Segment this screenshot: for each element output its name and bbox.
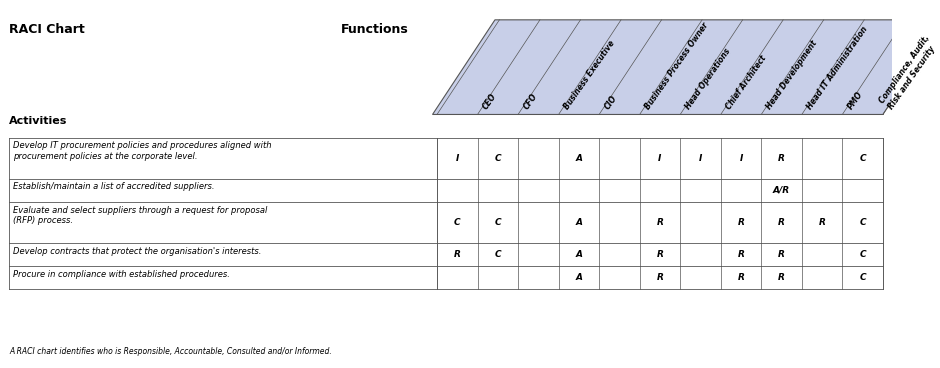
Text: A: A (575, 273, 583, 282)
Text: R: R (454, 250, 461, 259)
Text: C: C (494, 250, 501, 259)
Text: R: R (778, 273, 785, 282)
Text: A RACI chart identifies who is Responsible, Accountable, Consulted and/or Inform: A RACI chart identifies who is Responsib… (8, 347, 332, 355)
Text: R: R (778, 154, 785, 163)
Bar (8, 266, 883, 290)
Text: CIO: CIO (603, 93, 619, 111)
Text: R: R (738, 273, 744, 282)
Text: C: C (494, 218, 501, 227)
Text: Head Development: Head Development (765, 39, 819, 111)
Text: RACI Chart: RACI Chart (8, 24, 85, 36)
Text: Business Process Owner: Business Process Owner (643, 21, 711, 111)
Text: Evaluate and select suppliers through a request for proposal
(RFP) process.: Evaluate and select suppliers through a … (13, 205, 268, 225)
Text: R: R (778, 218, 785, 227)
Text: Develop contracts that protect the organisation's interests.: Develop contracts that protect the organ… (13, 247, 261, 256)
Bar (8, 179, 883, 202)
Text: Chief Architect: Chief Architect (725, 53, 768, 111)
Text: R: R (738, 218, 744, 227)
Text: Head IT Administration: Head IT Administration (806, 25, 870, 111)
Polygon shape (432, 20, 940, 114)
Text: R: R (656, 250, 664, 259)
Text: C: C (494, 154, 501, 163)
Text: R: R (656, 273, 664, 282)
Bar (8, 243, 883, 266)
Text: I: I (456, 154, 459, 163)
Text: A: A (575, 154, 583, 163)
Text: A/R: A/R (773, 186, 791, 195)
Text: CFO: CFO (522, 92, 539, 111)
Text: Develop IT procurement policies and procedures aligned with
procurement policies: Develop IT procurement policies and proc… (13, 141, 272, 161)
Text: A: A (575, 250, 583, 259)
Text: C: C (859, 154, 866, 163)
Text: R: R (778, 250, 785, 259)
Text: I: I (698, 154, 702, 163)
Text: Establish/maintain a list of accredited suppliers.: Establish/maintain a list of accredited … (13, 182, 215, 191)
Text: I: I (658, 154, 662, 163)
Text: Procure in compliance with established procedures.: Procure in compliance with established p… (13, 270, 230, 279)
Text: R: R (738, 250, 744, 259)
Text: C: C (454, 218, 461, 227)
Text: R: R (819, 218, 825, 227)
Text: C: C (859, 250, 866, 259)
Bar (8, 202, 883, 243)
Bar (8, 138, 883, 179)
Text: C: C (859, 273, 866, 282)
Text: PMO: PMO (846, 89, 865, 111)
Text: A: A (575, 218, 583, 227)
Text: R: R (656, 218, 664, 227)
Text: CEO: CEO (481, 92, 498, 111)
Text: Head Operations: Head Operations (683, 47, 732, 111)
Text: Business Executive: Business Executive (562, 39, 617, 111)
Text: C: C (859, 218, 866, 227)
Text: Functions: Functions (340, 24, 409, 36)
Text: I: I (740, 154, 743, 163)
Text: Activities: Activities (8, 116, 68, 126)
Text: Compliance, Audit,
Risk and Security: Compliance, Audit, Risk and Security (878, 33, 940, 111)
